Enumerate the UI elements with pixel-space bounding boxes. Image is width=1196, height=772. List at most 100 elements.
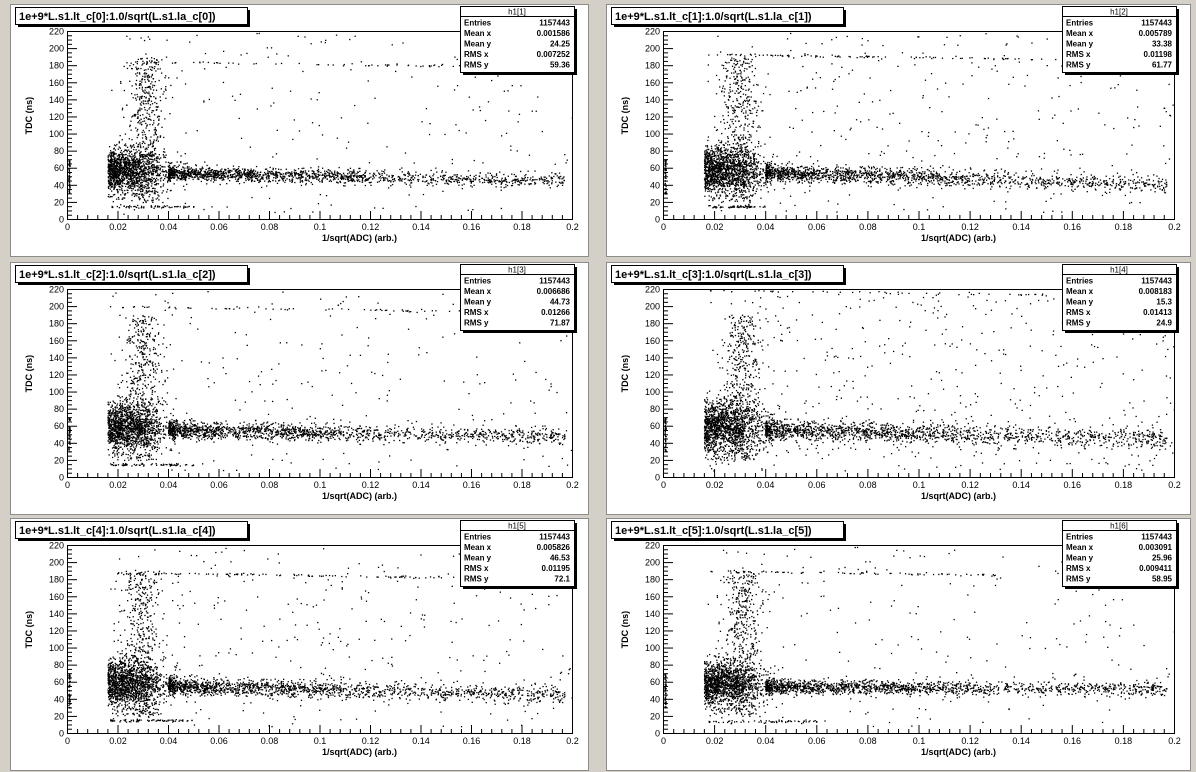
- data-point: [730, 175, 732, 177]
- data-point: [176, 151, 179, 153]
- data-point: [140, 146, 142, 149]
- data-point: [218, 177, 220, 179]
- data-point: [227, 171, 229, 173]
- data-point: [119, 186, 121, 188]
- data-point: [130, 156, 132, 158]
- data-point: [111, 161, 113, 163]
- data-point: [238, 63, 240, 65]
- data-point: [435, 180, 437, 182]
- data-point: [349, 177, 351, 179]
- data-point: [165, 174, 167, 176]
- data-point: [114, 152, 116, 154]
- data-point: [113, 151, 115, 153]
- data-point: [138, 99, 141, 101]
- data-point: [153, 96, 155, 98]
- data-point: [124, 154, 126, 156]
- data-point: [163, 136, 165, 139]
- data-point: [711, 174, 713, 176]
- data-point: [168, 176, 171, 178]
- data-point: [360, 176, 362, 178]
- data-point: [207, 174, 210, 176]
- data-point: [378, 177, 380, 179]
- data-point: [789, 181, 791, 183]
- data-point: [108, 161, 110, 163]
- data-point: [716, 147, 718, 149]
- data-point: [179, 178, 181, 180]
- data-point: [144, 180, 146, 183]
- data-point: [149, 155, 151, 157]
- data-point: [141, 64, 143, 66]
- data-point: [158, 154, 160, 156]
- data-point: [222, 81, 225, 84]
- data-point: [524, 175, 526, 177]
- data-point: [138, 72, 141, 74]
- data-point: [334, 171, 336, 174]
- data-point: [428, 65, 430, 67]
- data-point: [265, 168, 268, 170]
- data-point: [176, 179, 178, 181]
- data-point: [747, 179, 750, 181]
- data-point: [184, 173, 186, 175]
- y-tick-label: 220: [49, 27, 64, 37]
- data-point: [173, 183, 175, 185]
- data-point: [109, 171, 112, 174]
- data-point: [142, 146, 145, 148]
- data-point: [138, 152, 141, 154]
- data-point: [707, 187, 709, 189]
- data-point: [721, 173, 724, 176]
- data-point: [187, 206, 189, 208]
- data-point: [446, 182, 448, 184]
- data-point: [327, 64, 329, 66]
- data-point: [300, 180, 302, 182]
- data-point: [218, 174, 221, 176]
- data-point: [752, 168, 754, 171]
- data-point: [112, 163, 115, 165]
- data-point: [123, 163, 126, 165]
- data-point: [347, 169, 349, 171]
- data-point: [354, 173, 356, 175]
- data-point: [150, 76, 152, 78]
- data-point: [294, 175, 296, 177]
- data-point: [202, 167, 204, 169]
- data-point: [365, 178, 367, 181]
- data-point: [243, 173, 245, 175]
- data-point: [253, 173, 255, 175]
- data-point: [305, 174, 307, 176]
- data-point: [308, 176, 311, 178]
- data-point: [143, 157, 145, 160]
- data-point: [262, 174, 264, 177]
- data-point: [295, 177, 297, 179]
- data-point: [518, 184, 520, 186]
- data-point: [155, 98, 157, 100]
- data-point: [368, 162, 371, 164]
- data-point: [254, 180, 256, 182]
- data-point: [422, 175, 424, 177]
- data-point: [182, 173, 184, 175]
- data-point: [127, 172, 129, 174]
- data-point: [741, 189, 743, 191]
- data-point: [152, 78, 154, 80]
- data-point: [148, 86, 150, 88]
- data-point: [116, 169, 118, 171]
- data-point: [120, 189, 123, 191]
- data-point: [126, 146, 129, 148]
- data-point: [130, 120, 132, 122]
- data-point: [249, 178, 251, 181]
- data-point: [136, 146, 139, 148]
- data-point: [140, 84, 142, 86]
- y-tick-label: 100: [49, 129, 64, 139]
- data-point: [265, 173, 267, 175]
- data-point: [119, 147, 121, 149]
- data-point: [129, 165, 131, 167]
- data-point: [719, 188, 721, 190]
- data-point: [209, 170, 212, 172]
- data-point: [475, 177, 477, 179]
- data-point: [211, 175, 213, 178]
- data-point: [118, 142, 120, 144]
- data-point: [757, 167, 759, 169]
- data-point: [534, 183, 536, 185]
- data-point: [442, 176, 444, 178]
- data-point: [110, 164, 113, 166]
- data-point: [358, 167, 360, 170]
- data-point: [128, 170, 130, 173]
